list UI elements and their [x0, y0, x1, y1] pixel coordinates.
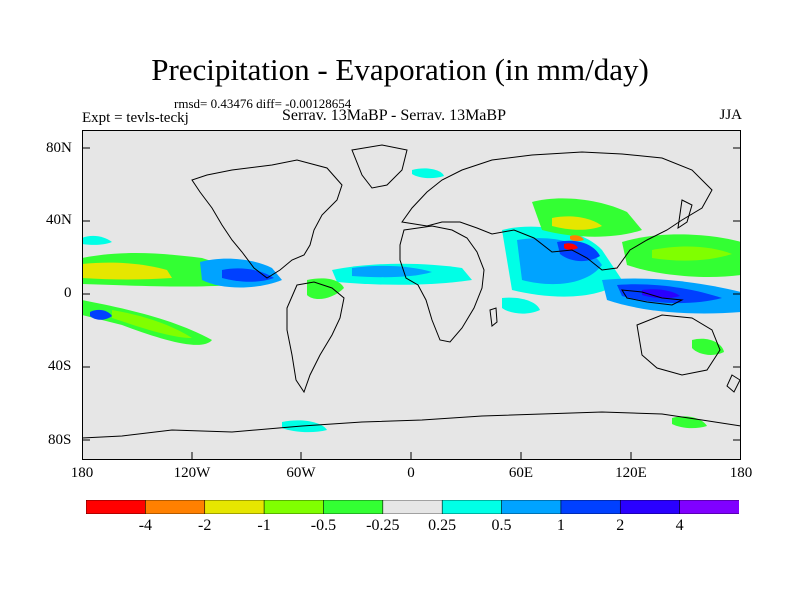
lon-label-180w: 180	[70, 465, 94, 481]
colorbar-swatch-9	[619, 500, 681, 514]
lon-label-180e: 180	[729, 465, 753, 481]
stats-line: rmsd= 0.43476 diff= -0.00128654	[174, 96, 352, 111]
axis-ticks	[82, 147, 741, 460]
coast-indonesia	[621, 289, 684, 306]
colorbar-label: -0.25	[366, 517, 400, 534]
colorbar-swatch-4	[323, 500, 384, 514]
colorbar-swatch-3	[263, 500, 325, 514]
coast-japan	[677, 199, 693, 230]
map-title: Precipitation - Evaporation (in mm/day)	[151, 52, 649, 87]
coastlines	[82, 144, 741, 460]
experiment-label: Expt = tevls-teckj	[82, 110, 189, 126]
colorbar-label: 0.5	[491, 517, 512, 534]
colorbar-swatch-7	[501, 500, 562, 514]
colorbar-label: 0.25	[428, 517, 457, 534]
lat-label-80n: 80N	[46, 140, 72, 156]
coast-australia	[636, 314, 721, 376]
lon-label-120w: 120W	[173, 465, 211, 481]
colorbar-swatch-6	[441, 500, 503, 514]
lon-label-60w: 60W	[286, 465, 316, 481]
field-warmpool-indigo	[642, 289, 680, 299]
coast-greenland	[351, 144, 408, 189]
field-north-pacific-cyan	[82, 235, 112, 245]
field-south-pacific-blue	[90, 309, 112, 320]
colorbar-swatch-10	[679, 500, 739, 514]
field-australia-green	[692, 338, 724, 355]
coast-new-zealand	[726, 374, 741, 393]
colorbar-label: 1	[556, 517, 565, 534]
field-pacific-yellow	[82, 262, 172, 280]
colorbar-label: -2	[198, 517, 212, 534]
field-monsoon-red	[564, 243, 578, 250]
colorbar-swatch-5	[382, 500, 443, 514]
anomaly-fields	[82, 168, 741, 433]
season-label: JJA	[719, 107, 742, 123]
lat-label-80s: 80S	[48, 432, 72, 448]
coast-antarctica	[82, 411, 741, 460]
colorbar-label: -4	[138, 517, 153, 534]
colorbar-label: 4	[675, 517, 684, 534]
field-atlantic-green	[307, 278, 344, 300]
coast-madagascar	[489, 307, 498, 327]
field-arctic-cyan	[412, 168, 444, 179]
field-south-pacific-lime	[112, 310, 192, 338]
lat-label-40n: 40N	[46, 212, 72, 228]
colorbar	[86, 500, 739, 514]
field-indian-yellow	[552, 216, 602, 230]
field-atlantic-blue	[352, 265, 432, 278]
colorbar-swatch-1	[145, 500, 206, 514]
field-monsoon-orange	[570, 235, 584, 242]
colorbar-label: -1	[257, 517, 271, 534]
lat-label-eq: 0	[64, 285, 72, 301]
lat-label-40s: 40S	[48, 358, 72, 374]
coast-eurasia	[401, 151, 713, 271]
world-map	[82, 130, 741, 460]
coast-south-america	[286, 281, 345, 394]
colorbar-label: -0.5	[310, 517, 337, 534]
comparison-label: Serrav. 13MaBP - Serrav. 13MaBP	[282, 107, 506, 124]
field-pacific-deepblue	[222, 268, 274, 282]
coast-north-america	[191, 159, 343, 279]
lon-label-120e: 120E	[615, 465, 647, 481]
lon-label-0: 0	[407, 465, 415, 481]
colorbar-swatch-8	[560, 500, 622, 514]
colorbar-label: 2	[616, 517, 625, 534]
colorbar-swatch-0	[86, 500, 147, 514]
coast-africa	[399, 225, 485, 343]
field-warmpool-lime	[652, 246, 732, 261]
field-south-indian-cyan	[502, 297, 540, 314]
map-frame	[82, 130, 741, 460]
lon-label-60e: 60E	[508, 465, 534, 481]
colorbar-swatch-2	[204, 500, 265, 514]
